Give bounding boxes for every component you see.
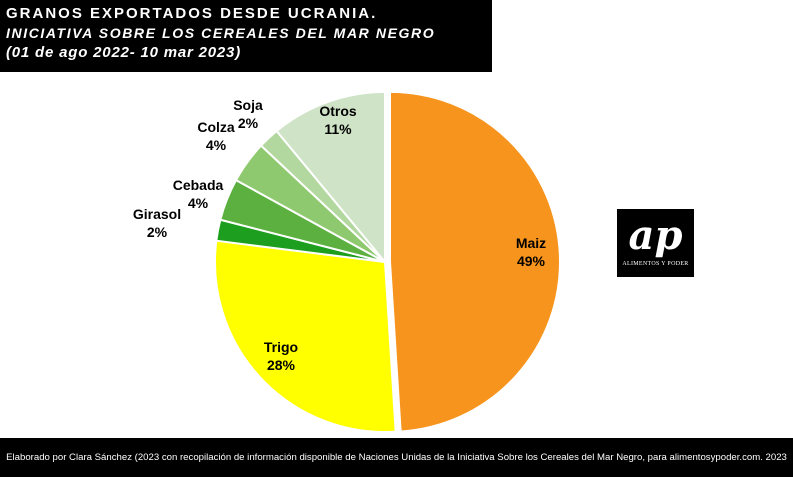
leader-line-girasol [172,232,214,234]
slice-label-soja: Soja 2% [233,97,263,131]
slice-label-girasol: Girasol 2% [133,206,181,240]
chart-title: GRANOS EXPORTADOS DESDE UCRANIA. [6,5,378,22]
pie-slice-maiz [388,90,561,433]
brand-logo: ap ALIMENTOS Y PODER [617,209,694,277]
pie-slice-otros [275,90,386,265]
chart-period: (01 de ago 2022- 10 mar 2023) [6,44,241,61]
slice-label-trigo: Trigo 28% [264,339,298,373]
chart-subtitle: INICIATIVA SOBRE LOS CEREALES DEL MAR NE… [6,25,436,41]
leader-line-colza [232,148,246,158]
logo-text: ALIMENTOS Y PODER [622,261,689,267]
logo-mark: ap [628,212,683,259]
slice-label-maiz: Maiz 49% [516,235,546,269]
slice-label-colza: Colza 4% [197,119,235,153]
footer-credit: Elaborado por Clara Sánchez (2023 con re… [0,438,793,477]
pie-slice-trigo [213,239,397,434]
slice-label-otros: Otros 11% [319,103,357,137]
slice-label-cebada: Cebada 4% [173,177,224,211]
title-box: GRANOS EXPORTADOS DESDE UCRANIA. INICIAT… [0,0,492,72]
pie-chart: Maiz 49% Trigo 28% Girasol 2%Cebada 4% Colza 4%S… [133,90,561,434]
